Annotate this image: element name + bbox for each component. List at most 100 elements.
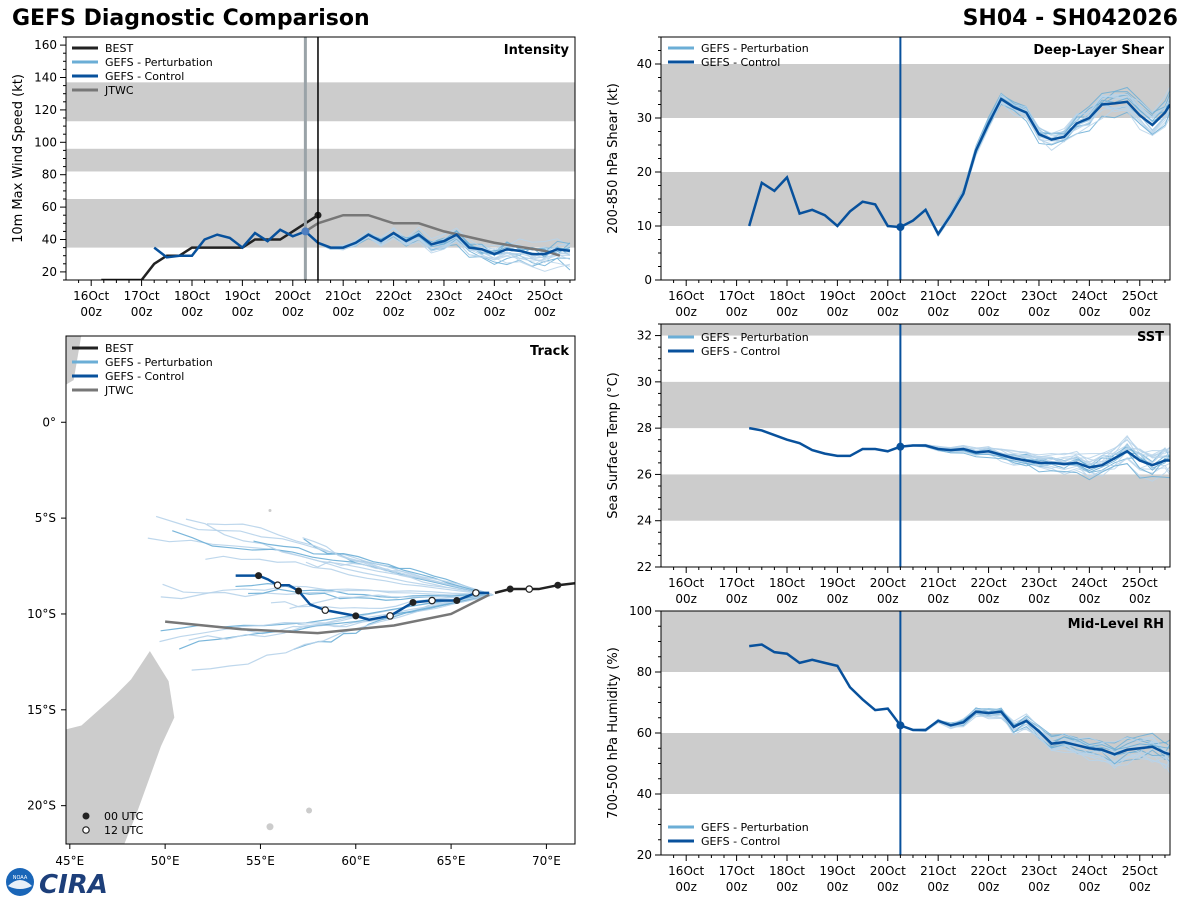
sst-ytick-label: 24 [637, 514, 652, 528]
intensity-best-line [101, 214, 319, 280]
track-perturbation-line [159, 594, 494, 643]
rh-xtick-hour: 00z [978, 880, 1000, 894]
shear-ytick-label: 40 [637, 57, 652, 71]
sst-xtick-hour: 00z [827, 592, 849, 606]
intensity-xtick-hour: 00z [181, 305, 203, 319]
rh-xtick-hour: 00z [675, 880, 697, 894]
intensity-ytick-label: 140 [34, 71, 57, 85]
shear-ytick-label: 30 [637, 111, 652, 125]
shear-control-line [747, 97, 1170, 237]
intensity-perturbation-line [305, 226, 571, 248]
track-00utc-marker [352, 612, 360, 620]
shear-xtick-hour: 00z [1079, 305, 1101, 319]
track-legend-12utc-label: 12 UTC [104, 824, 144, 837]
shear-title: Deep-Layer Shear [1033, 43, 1164, 58]
intensity-xtick-label: 25Oct [527, 289, 563, 303]
track-perturbation-line [205, 555, 494, 596]
rh-init-marker [896, 721, 905, 730]
intensity-xtick-hour: 00z [433, 305, 455, 319]
sst-xtick-label: 21Oct [920, 576, 956, 590]
shear-ytick-label: 10 [637, 219, 652, 233]
sst-xtick-label: 16Oct [668, 576, 704, 590]
sst-xtick-hour: 00z [978, 592, 1000, 606]
sst-xtick-hour: 00z [927, 592, 949, 606]
rh-xtick-label: 18Oct [769, 864, 805, 878]
track-xtick-label: 50°E [151, 854, 180, 868]
track-perturbation-line [289, 594, 494, 610]
intensity-xtick-hour: 00z [131, 305, 153, 319]
sst-band [661, 324, 1170, 336]
rh-xtick-hour: 00z [827, 880, 849, 894]
intensity-xtick-hour: 00z [534, 305, 556, 319]
track-perturbation-line [302, 537, 494, 596]
cira-wordmark: CIRA [39, 870, 108, 898]
rh-xtick-label: 21Oct [920, 864, 956, 878]
shear-xtick-hour: 00z [726, 305, 748, 319]
shear-xtick-hour: 00z [675, 305, 697, 319]
track-xtick-label: 65°E [437, 854, 466, 868]
rh-band [661, 611, 1170, 672]
track-ytick-label: 15°S [27, 703, 56, 717]
rh-legend-label: GEFS - Perturbation [701, 821, 809, 834]
track-00utc-marker [453, 597, 461, 605]
sst-series-group [748, 426, 1170, 469]
sst-xtick-hour: 00z [877, 592, 899, 606]
madagascar-land [66, 649, 176, 844]
rh-xtick-hour: 00z [726, 880, 748, 894]
track-legend-label: GEFS - Perturbation [105, 356, 213, 369]
reunion-island [266, 823, 274, 831]
track-frame [65, 335, 576, 845]
shear-xtick-label: 16Oct [668, 289, 704, 303]
intensity-xtick-hour: 00z [484, 305, 506, 319]
rh-xtick-label: 22Oct [971, 864, 1007, 878]
intensity-legend-label: GEFS - Perturbation [105, 56, 213, 69]
intensity-ytick-label: 20 [42, 265, 57, 279]
shear-series-group [747, 97, 1170, 237]
sst-perturbation-line [900, 444, 1170, 467]
sst-init-marker [896, 442, 905, 451]
sst-xtick-hour: 00z [1079, 592, 1101, 606]
rh-xtick-label: 20Oct [870, 864, 906, 878]
mauritius-island [306, 807, 313, 814]
sst-ytick-label: 32 [637, 329, 652, 343]
seychelles-island [268, 508, 272, 512]
intensity-xtick-label: 16Oct [73, 289, 109, 303]
track-perturbation-line [248, 588, 494, 601]
intensity-xtick-label: 23Oct [426, 289, 462, 303]
rh-frame [660, 610, 1171, 856]
rh-xtick-hour: 00z [927, 880, 949, 894]
noaa-seal-text: NOAA [13, 875, 28, 881]
page-title: GEFS Diagnostic Comparison [12, 6, 370, 31]
track-perturbation-line [253, 540, 494, 596]
intensity-xtick-hour: 00z [282, 305, 304, 319]
intensity-xtick-hour: 00z [332, 305, 354, 319]
intensity-ytick-label: 60 [42, 200, 57, 214]
intensity-xtick-hour: 00z [232, 305, 254, 319]
rh-xtick-hour: 00z [877, 880, 899, 894]
sst-band [661, 474, 1170, 521]
track-12utc-marker [386, 612, 394, 620]
sst-xtick-hour: 00z [776, 592, 798, 606]
shear-perturbation-line [900, 102, 1170, 238]
intensity-perturbation-line [305, 231, 571, 267]
sst-band [661, 381, 1170, 429]
intensity-xtick-label: 18Oct [174, 289, 210, 303]
rh-series-group [749, 643, 1170, 756]
logo-graphic: NOAA CIRA [6, 868, 108, 900]
shear-ylabel: 200-850 hPa Shear (kt) [606, 83, 621, 234]
intensity-ytick-label: 120 [34, 103, 57, 117]
sst-legend-label: GEFS - Perturbation [701, 331, 809, 344]
sst-xtick-label: 17Oct [719, 576, 755, 590]
track-00utc-marker [554, 581, 562, 589]
rh-xtick-label: 25Oct [1122, 864, 1158, 878]
shear-xtick-hour: 00z [776, 305, 798, 319]
sst-control-line [748, 426, 1170, 469]
shear-ytick-label: 20 [637, 165, 652, 179]
shear-xtick-label: 24Oct [1071, 289, 1107, 303]
sst-perturbation-line [900, 436, 1170, 462]
shear-xtick-hour: 00z [1129, 305, 1151, 319]
intensity-xtick-label: 17Oct [124, 289, 160, 303]
track-perturbation-line [160, 585, 494, 600]
track-legend-label: JTWC [104, 384, 134, 397]
